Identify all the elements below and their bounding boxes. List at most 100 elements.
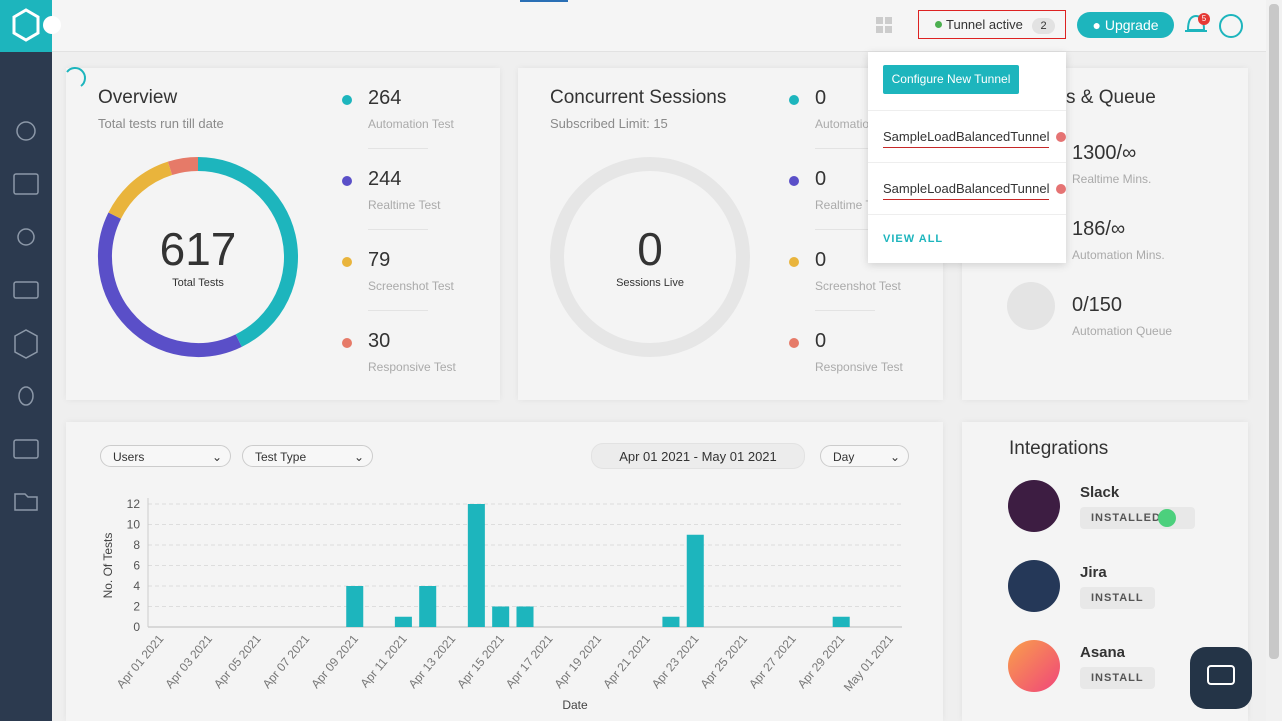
x-tick-label: Apr 21 2021 <box>600 632 653 691</box>
sidebar <box>0 0 52 721</box>
apps-icon[interactable] <box>876 17 892 33</box>
legend-value: 79 <box>368 249 391 271</box>
queue-icon <box>1007 282 1055 330</box>
x-tick-label: Apr 03 2021 <box>162 632 215 691</box>
integrations-title: Integrations <box>1009 438 1109 459</box>
installed-check <box>1158 509 1176 527</box>
granularity-select[interactable]: Day ⌄ <box>820 445 909 467</box>
legend-label: Screenshot Test <box>368 279 454 293</box>
legend-value: 264 <box>368 87 402 109</box>
integration-name: Jira <box>1080 564 1107 581</box>
legend-label: Responsive Test <box>815 360 903 374</box>
bar <box>394 616 412 627</box>
tunnel-remove[interactable] <box>1056 184 1066 194</box>
scrollbar <box>1266 0 1282 721</box>
date-range[interactable]: Apr 01 2021 - May 01 2021 <box>591 443 805 469</box>
configure-tunnel-button[interactable]: Configure New Tunnel <box>883 65 1019 94</box>
legend-dot <box>789 257 799 267</box>
x-tick-label: Apr 25 2021 <box>697 632 750 691</box>
view-all-link[interactable]: VIEW ALL <box>883 233 944 245</box>
donut-segment <box>167 157 199 176</box>
users-select[interactable]: Users ⌄ <box>100 445 231 467</box>
tunnel-status-text: Tunnel active <box>946 17 1023 32</box>
legend-divider <box>815 148 875 149</box>
queue-value: 0/150 <box>1072 294 1123 316</box>
queue-label: Realtime Mins. <box>1072 172 1152 186</box>
sessions-total-label: Sessions Live <box>616 277 684 289</box>
dashboard-icon[interactable] <box>66 67 86 87</box>
overview-total-label: Total Tests <box>172 277 224 289</box>
legend-label: Responsive Test <box>368 360 456 374</box>
tunnel-divider <box>868 162 1066 163</box>
x-tick-label: Apr 17 2021 <box>503 632 556 691</box>
sessions-total: 0 <box>637 223 663 275</box>
sessions-title: Concurrent Sessions <box>550 87 727 108</box>
bar <box>832 616 850 627</box>
integration-logo <box>1008 480 1060 532</box>
y-axis-label: No. Of Tests <box>101 533 115 599</box>
legend-dot <box>789 95 799 105</box>
chat-button[interactable] <box>1190 647 1252 709</box>
upgrade-button[interactable]: ● Upgrade <box>1077 12 1174 38</box>
bar <box>492 606 510 627</box>
upgrade-text: Upgrade <box>1104 17 1159 33</box>
y-tick-label: 4 <box>133 579 140 593</box>
tests-chart-card <box>66 422 943 721</box>
bar <box>419 586 437 627</box>
queue-value: 186/∞ <box>1072 218 1126 240</box>
legend-label: Realtime Test <box>368 198 441 212</box>
integration-name: Slack <box>1080 484 1120 501</box>
integration-logo <box>1008 560 1060 612</box>
y-tick-label: 0 <box>133 620 140 634</box>
tunnel-name[interactable]: SampleLoadBalancedTunnel <box>883 129 1050 148</box>
x-tick-label: Apr 01 2021 <box>114 632 167 691</box>
tunnel-remove[interactable] <box>1056 132 1066 142</box>
legend-dot <box>789 176 799 186</box>
legend-divider <box>368 310 428 311</box>
test-type-select[interactable]: Test Type ⌄ <box>242 445 373 467</box>
tunnel-status[interactable]: Tunnel active 2 <box>918 10 1066 39</box>
x-axis-label: Date <box>562 698 588 712</box>
legend-divider <box>368 229 428 230</box>
integration-status[interactable]: INSTALL <box>1080 667 1155 689</box>
legend-label: Screenshot Test <box>815 279 901 293</box>
y-tick-label: 8 <box>133 538 140 552</box>
test-type-text: Test Type <box>255 450 307 464</box>
logo-mark <box>12 8 40 42</box>
tab-indicator <box>520 0 568 2</box>
legend-dot <box>342 257 352 267</box>
top-bar <box>52 0 1266 52</box>
tunnel-name[interactable]: SampleLoadBalancedTunnel <box>883 181 1050 200</box>
integration-status: INSTALLED <box>1080 507 1195 529</box>
legend-dot <box>342 338 352 348</box>
legend-dot <box>342 95 352 105</box>
legend-divider <box>368 148 428 149</box>
legend-divider <box>815 229 875 230</box>
legend-value: 244 <box>368 168 402 190</box>
legend-value: 0 <box>815 249 827 271</box>
profile-icon[interactable] <box>1219 14 1243 38</box>
legend-dot <box>342 176 352 186</box>
integration-status[interactable]: INSTALL <box>1080 587 1155 609</box>
donut-segment <box>98 212 242 357</box>
x-tick-label: Apr 23 2021 <box>649 632 702 691</box>
x-tick-label: Apr 11 2021 <box>358 632 410 691</box>
overview-subtitle: Total tests run till date <box>98 116 224 131</box>
bar <box>467 504 485 627</box>
sidebar-toggle[interactable] <box>43 16 61 34</box>
y-tick-label: 10 <box>127 518 141 532</box>
x-tick-label: Apr 07 2021 <box>260 632 313 691</box>
notification-badge: 5 <box>1198 13 1210 25</box>
legend-value: 0 <box>815 168 827 190</box>
legend-label: Automation Test <box>368 117 454 131</box>
bell-icon[interactable] <box>1185 14 1207 32</box>
chat-icon <box>1207 665 1235 685</box>
users-select-text: Users <box>113 450 145 464</box>
x-tick-label: May 01 2021 <box>841 632 897 694</box>
sessions-subtitle: Subscribed Limit: 15 <box>550 116 668 131</box>
integration-name: Asana <box>1080 644 1126 661</box>
legend-value: 30 <box>368 330 391 352</box>
sidebar-icons <box>13 121 39 511</box>
